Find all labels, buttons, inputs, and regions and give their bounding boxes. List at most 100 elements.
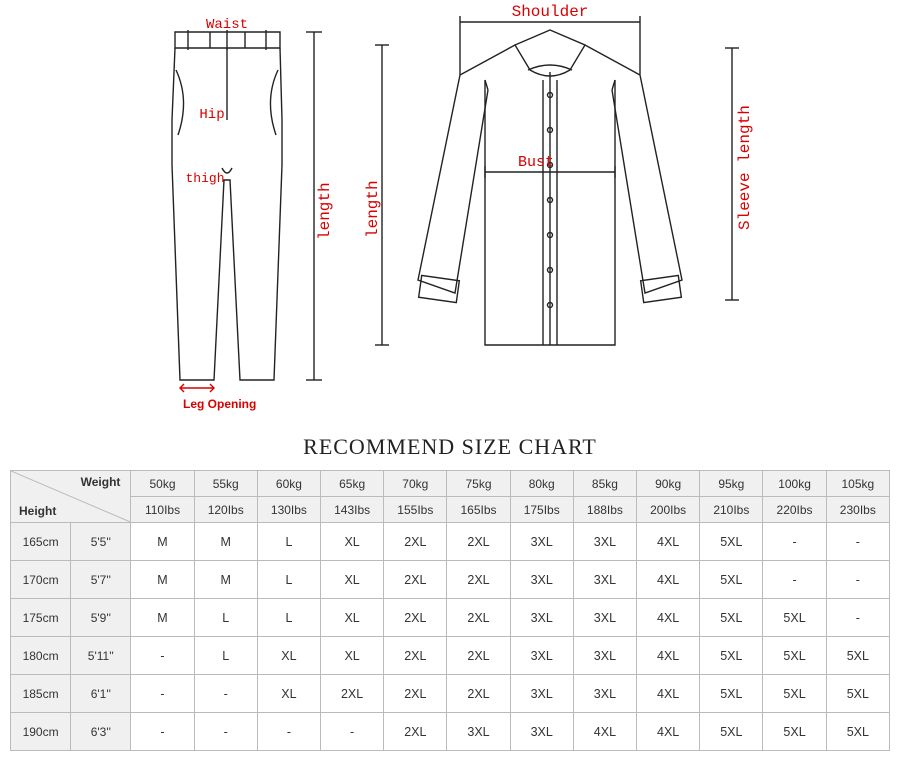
height-cm-cell: 175cm — [11, 599, 71, 637]
size-cell: 2XL — [447, 637, 510, 675]
height-ft-cell: 5'11'' — [71, 637, 131, 675]
size-cell: 5XL — [826, 713, 889, 751]
size-cell: XL — [257, 675, 320, 713]
label-bust: Bust — [518, 154, 554, 171]
size-cell: XL — [321, 599, 384, 637]
size-cell: 4XL — [573, 713, 636, 751]
size-cell: M — [131, 561, 194, 599]
size-cell: 2XL — [384, 599, 447, 637]
size-cell: L — [257, 599, 320, 637]
leg-opening-marker — [180, 384, 214, 392]
header-row-lbs: 110Ibs120Ibs130Ibs143Ibs155Ibs165Ibs175I… — [11, 497, 890, 523]
size-cell: - — [131, 637, 194, 675]
weight-lbs-header: 188Ibs — [573, 497, 636, 523]
size-cell: 3XL — [573, 523, 636, 561]
size-cell: - — [763, 523, 826, 561]
size-cell: XL — [257, 637, 320, 675]
size-cell: 2XL — [384, 675, 447, 713]
label-hip: Hip — [199, 107, 224, 123]
weight-lbs-header: 230Ibs — [826, 497, 889, 523]
size-row: 165cm5'5''MMLXL2XL2XL3XL3XL4XL5XL-- — [11, 523, 890, 561]
size-cell: 3XL — [510, 637, 573, 675]
label-sleeve-length: Sleeve length — [736, 105, 754, 230]
header-row-kg: Weight Height 50kg55kg60kg65kg70kg75kg80… — [11, 471, 890, 497]
corner-weight-label: Weight — [81, 475, 121, 489]
size-cell: 5XL — [763, 713, 826, 751]
label-pants-length: length — [316, 182, 334, 240]
shirt-outline — [418, 30, 682, 345]
corner-height-label: Height — [19, 504, 56, 518]
label-waist: Waist — [206, 17, 248, 33]
weight-kg-header: 100kg — [763, 471, 826, 497]
size-cell: - — [321, 713, 384, 751]
size-cell: - — [257, 713, 320, 751]
weight-lbs-header: 210Ibs — [700, 497, 763, 523]
size-cell: 5XL — [700, 561, 763, 599]
size-cell: 3XL — [510, 561, 573, 599]
weight-lbs-header: 200Ibs — [637, 497, 700, 523]
size-cell: 2XL — [447, 561, 510, 599]
weight-lbs-header: 175Ibs — [510, 497, 573, 523]
weight-lbs-header: 220Ibs — [763, 497, 826, 523]
size-cell: L — [194, 599, 257, 637]
size-cell: 3XL — [573, 599, 636, 637]
size-cell: L — [257, 561, 320, 599]
size-cell: 5XL — [700, 713, 763, 751]
height-ft-cell: 5'9'' — [71, 599, 131, 637]
size-cell: M — [131, 599, 194, 637]
height-ft-cell: 6'1'' — [71, 675, 131, 713]
weight-lbs-header: 143Ibs — [321, 497, 384, 523]
height-cm-cell: 170cm — [11, 561, 71, 599]
size-cell: 4XL — [637, 713, 700, 751]
size-cell: M — [194, 523, 257, 561]
chart-title: RECOMMEND SIZE CHART — [0, 434, 900, 460]
height-cm-cell: 190cm — [11, 713, 71, 751]
weight-kg-header: 70kg — [384, 471, 447, 497]
size-cell: XL — [321, 561, 384, 599]
size-cell: 2XL — [384, 523, 447, 561]
measurement-diagram: Waist Hip thigh Leg Opening length lengt… — [0, 0, 900, 420]
size-row: 190cm6'3''----2XL3XL3XL4XL4XL5XL5XL5XL — [11, 713, 890, 751]
size-cell: - — [826, 523, 889, 561]
corner-cell: Weight Height — [11, 471, 131, 523]
weight-kg-header: 65kg — [321, 471, 384, 497]
label-thigh: thigh — [185, 171, 224, 186]
height-cm-cell: 180cm — [11, 637, 71, 675]
height-cm-cell: 165cm — [11, 523, 71, 561]
size-cell: - — [194, 675, 257, 713]
size-cell: 2XL — [447, 523, 510, 561]
weight-lbs-header: 130Ibs — [257, 497, 320, 523]
size-cell: 3XL — [510, 523, 573, 561]
weight-kg-header: 55kg — [194, 471, 257, 497]
size-cell: 4XL — [637, 599, 700, 637]
size-cell: 3XL — [510, 713, 573, 751]
size-cell: 3XL — [573, 637, 636, 675]
weight-kg-header: 60kg — [257, 471, 320, 497]
size-cell: - — [194, 713, 257, 751]
weight-kg-header: 85kg — [573, 471, 636, 497]
shoulder-bracket — [460, 16, 640, 75]
label-shoulder: Shoulder — [512, 3, 589, 21]
size-cell: 5XL — [700, 599, 763, 637]
size-cell: - — [826, 599, 889, 637]
height-ft-cell: 5'5'' — [71, 523, 131, 561]
size-cell: M — [194, 561, 257, 599]
size-row: 170cm5'7''MMLXL2XL2XL3XL3XL4XL5XL-- — [11, 561, 890, 599]
size-cell: 5XL — [763, 599, 826, 637]
size-cell: 4XL — [637, 523, 700, 561]
weight-kg-header: 105kg — [826, 471, 889, 497]
weight-kg-header: 80kg — [510, 471, 573, 497]
height-ft-cell: 5'7'' — [71, 561, 131, 599]
size-cell: 2XL — [384, 637, 447, 675]
height-cm-cell: 185cm — [11, 675, 71, 713]
size-cell: - — [131, 675, 194, 713]
size-cell: 5XL — [700, 675, 763, 713]
size-cell: 5XL — [763, 675, 826, 713]
size-cell: XL — [321, 523, 384, 561]
size-cell: 2XL — [447, 599, 510, 637]
weight-kg-header: 90kg — [637, 471, 700, 497]
size-cell: 2XL — [447, 675, 510, 713]
size-cell: 2XL — [384, 561, 447, 599]
size-chart-table: Weight Height 50kg55kg60kg65kg70kg75kg80… — [10, 470, 890, 751]
label-shirt-length: length — [364, 180, 382, 238]
